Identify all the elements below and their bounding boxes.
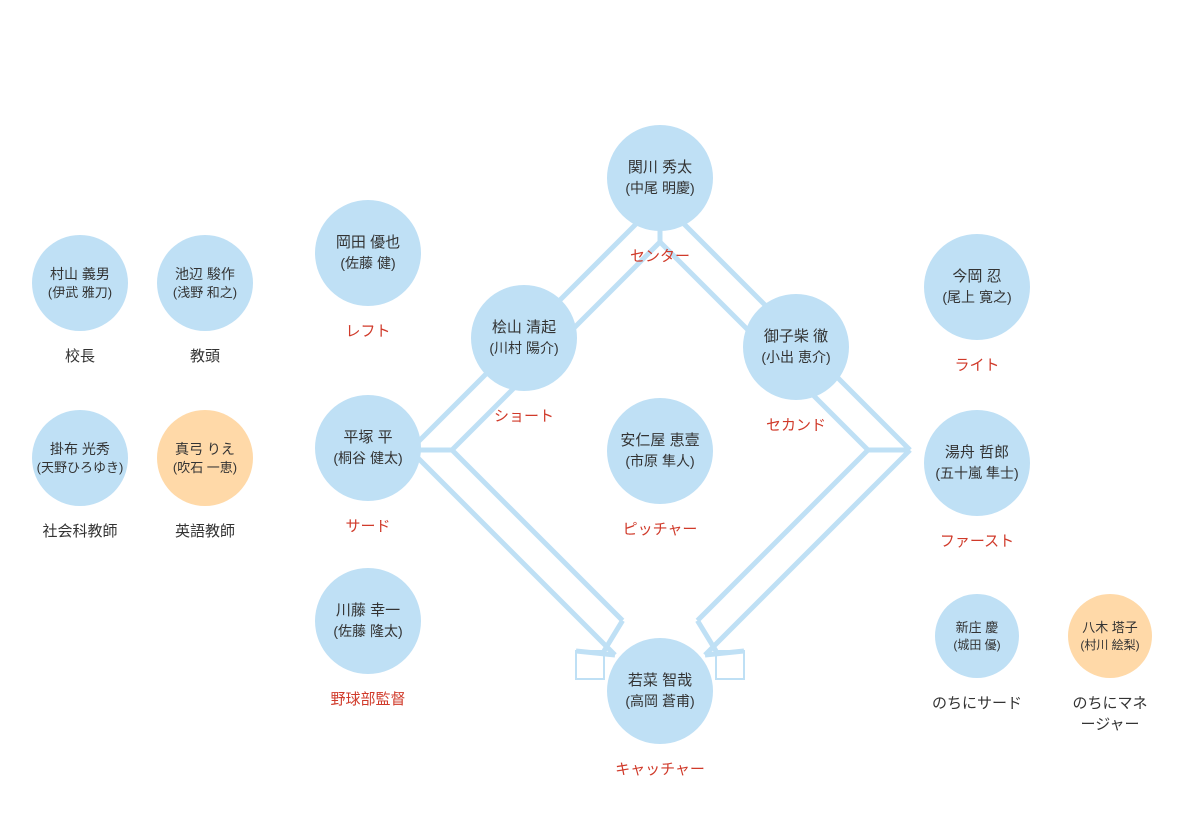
cast-node-wakana: 若菜 智哉(高岡 蒼甫) キャッチャー [607,638,713,779]
cast-name: 今岡 忍 [952,267,1001,287]
cast-actor: (佐藤 健) [340,254,395,273]
cast-node-sekikawa: 関川 秀太(中尾 明慶) センター [607,125,713,266]
cast-role: ライト [924,354,1030,375]
cast-circle-kakefu: 掛布 光秀(天野ひろゆき) [32,410,128,506]
cast-name: 村山 義男 [50,265,110,284]
cast-name: 安仁屋 恵壹 [620,431,699,451]
cast-node-ikebe: 池辺 駿作(浅野 和之) 教頭 [157,235,253,366]
cast-node-mayumi: 真弓 りえ(吹石 一恵) 英語教師 [157,410,253,541]
cast-circle-hiyama: 桧山 清起(川村 陽介) [471,285,577,391]
cast-node-yagi: 八木 塔子(村川 絵梨) のちにマネージャー [1065,594,1155,734]
cast-actor: (佐藤 隆太) [333,622,402,641]
cast-actor: (桐谷 健太) [333,449,402,468]
cast-role: 英語教師 [157,520,253,541]
cast-name: 岡田 優也 [336,233,400,253]
cast-node-kawato: 川藤 幸一(佐藤 隆太) 野球部監督 [315,568,421,709]
cast-circle-mikoshiba: 御子柴 徹(小出 恵介) [743,294,849,400]
cast-node-kakefu: 掛布 光秀(天野ひろゆき) 社会科教師 [32,410,128,541]
cast-node-mikoshiba: 御子柴 徹(小出 恵介) セカンド [743,294,849,435]
cast-circle-kawato: 川藤 幸一(佐藤 隆太) [315,568,421,674]
cast-name: 新庄 慶 [956,619,999,637]
cast-role: 社会科教師 [32,520,128,541]
cast-circle-mayumi: 真弓 りえ(吹石 一恵) [157,410,253,506]
cast-role: センター [607,245,713,266]
cast-circle-yufune: 湯舟 哲郎(五十嵐 隼士) [924,410,1030,516]
cast-actor: (村川 絵梨) [1080,637,1139,653]
cast-role: レフト [315,320,421,341]
cast-name: 関川 秀太 [628,158,692,178]
cast-name: 平塚 平 [343,428,392,448]
cast-actor: (伊武 雅刀) [48,284,112,302]
cast-role: ファースト [924,530,1030,551]
cast-actor: (浅野 和之) [173,284,237,302]
cast-actor: (小出 恵介) [761,348,830,367]
cast-node-murayama: 村山 義男(伊武 雅刀) 校長 [32,235,128,366]
cast-circle-yagi: 八木 塔子(村川 絵梨) [1068,594,1152,678]
cast-role: ショート [471,405,577,426]
cast-actor: (五十嵐 隼士) [935,464,1018,483]
cast-name: 若菜 智哉 [628,671,692,691]
cast-role: セカンド [743,414,849,435]
cast-role: のちにサード [932,692,1022,713]
cast-role: ピッチャー [607,518,713,539]
cast-circle-ikebe: 池辺 駿作(浅野 和之) [157,235,253,331]
cast-circle-wakana: 若菜 智哉(高岡 蒼甫) [607,638,713,744]
cast-node-yufune: 湯舟 哲郎(五十嵐 隼士) ファースト [924,410,1030,551]
cast-node-imaoka: 今岡 忍(尾上 寛之) ライト [924,234,1030,375]
cast-name: 掛布 光秀 [50,440,110,459]
cast-actor: (吹石 一恵) [173,459,237,477]
cast-role: のちにマネージャー [1065,692,1155,734]
cast-node-shinjo: 新庄 慶(城田 優) のちにサード [932,594,1022,713]
cast-circle-sekikawa: 関川 秀太(中尾 明慶) [607,125,713,231]
cast-name: 池辺 駿作 [175,265,235,284]
cast-node-aniya: 安仁屋 恵壹(市原 隼人) ピッチャー [607,398,713,539]
cast-actor: (市原 隼人) [625,452,694,471]
cast-node-okada: 岡田 優也(佐藤 健) レフト [315,200,421,341]
cast-actor: (高岡 蒼甫) [625,692,694,711]
cast-name: 御子柴 徹 [764,327,828,347]
cast-name: 八木 塔子 [1082,619,1138,637]
cast-role: 野球部監督 [315,688,421,709]
cast-role: 校長 [32,345,128,366]
cast-role: キャッチャー [607,758,713,779]
cast-node-hiratsuka: 平塚 平(桐谷 健太) サード [315,395,421,536]
cast-name: 川藤 幸一 [336,601,400,621]
cast-circle-okada: 岡田 優也(佐藤 健) [315,200,421,306]
cast-name: 湯舟 哲郎 [945,443,1009,463]
cast-circle-murayama: 村山 義男(伊武 雅刀) [32,235,128,331]
cast-role: サード [315,515,421,536]
cast-actor: (中尾 明慶) [625,179,694,198]
cast-circle-imaoka: 今岡 忍(尾上 寛之) [924,234,1030,340]
cast-role: 教頭 [157,345,253,366]
cast-actor: (天野ひろゆき) [37,459,124,477]
cast-circle-shinjo: 新庄 慶(城田 優) [935,594,1019,678]
cast-actor: (川村 陽介) [489,339,558,358]
cast-name: 桧山 清起 [492,318,556,338]
cast-node-hiyama: 桧山 清起(川村 陽介) ショート [471,285,577,426]
cast-name: 真弓 りえ [175,440,235,459]
cast-circle-aniya: 安仁屋 恵壹(市原 隼人) [607,398,713,504]
cast-actor: (城田 優) [953,637,1000,653]
cast-circle-hiratsuka: 平塚 平(桐谷 健太) [315,395,421,501]
cast-actor: (尾上 寛之) [942,288,1011,307]
